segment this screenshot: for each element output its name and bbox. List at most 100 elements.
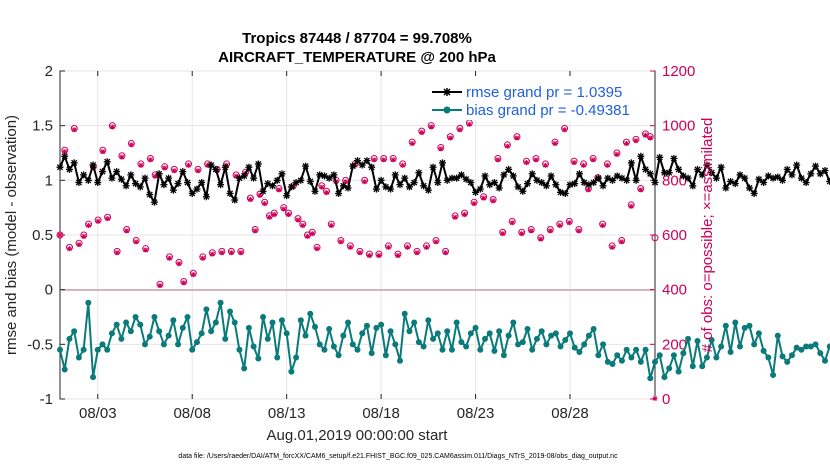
- obs-assimilated-stroke: [252, 228, 258, 234]
- bias-point: [146, 333, 153, 340]
- rmse-point: [552, 181, 560, 189]
- rmse-marker-stroke: [330, 171, 337, 178]
- obs-assimilated-point: [228, 250, 234, 256]
- rmse-point: [344, 184, 352, 192]
- rmse-marker-stroke: [505, 166, 512, 173]
- obs-assimilated-stroke: [129, 142, 134, 148]
- obs-assimilated-stroke: [276, 187, 282, 193]
- rmse-marker-stroke: [807, 170, 814, 177]
- rmse-marker-stroke: [344, 184, 352, 192]
- obs-assimilated-point: [143, 247, 149, 253]
- x-axis-label: Aug.01,2019 00:00:00 start: [267, 427, 449, 444]
- rmse-marker-stroke: [302, 163, 309, 170]
- obs-assimilated-point: [538, 236, 544, 242]
- bias-point: [321, 346, 328, 353]
- rmse-marker-stroke: [689, 182, 696, 189]
- rmse-point: [656, 153, 664, 161]
- obs-assimilated-stroke: [195, 168, 201, 174]
- obs-assimilated-point: [638, 187, 644, 193]
- rmse-point: [448, 174, 456, 182]
- obs-assimilated-point: [557, 222, 563, 228]
- obs-assimilated-point: [171, 168, 177, 174]
- obs-assimilated-stroke: [233, 173, 239, 179]
- bias-point: [406, 328, 413, 335]
- rmse-marker-stroke: [533, 177, 541, 184]
- bias-point: [571, 344, 578, 351]
- rmse-point: [571, 180, 579, 188]
- bias-point: [175, 341, 182, 348]
- rmse-point: [316, 171, 324, 179]
- rmse-marker-stroke: [722, 184, 729, 192]
- rmse-point: [745, 184, 753, 192]
- y2-tick-label: 1200: [662, 63, 695, 80]
- obs-assimilated-point: [347, 244, 353, 250]
- bias-point: [623, 346, 630, 353]
- bias-point: [368, 350, 375, 357]
- rmse-marker-stroke: [472, 189, 479, 196]
- rmse-marker-stroke: [642, 166, 649, 173]
- rmse-point: [717, 163, 725, 171]
- bias-point: [689, 363, 696, 370]
- rmse-point: [122, 182, 130, 190]
- rmse-marker-stroke: [406, 183, 413, 190]
- obs-assimilated-point: [376, 253, 382, 258]
- rmse-point: [410, 179, 418, 187]
- rmse-marker-stroke: [231, 196, 238, 204]
- rmse-marker-stroke: [75, 179, 82, 186]
- bias-point: [491, 347, 498, 354]
- obs-assimilated-stroke: [424, 244, 429, 250]
- rmse-point: [542, 182, 550, 190]
- rmse-point: [547, 172, 555, 180]
- rmse-point: [453, 174, 461, 182]
- bias-point: [585, 332, 592, 339]
- obs-assimilated-stroke: [81, 234, 87, 239]
- rmse-marker-stroke: [514, 183, 522, 190]
- obs-assimilated-stroke: [267, 214, 272, 220]
- obs-assimilated-stroke: [343, 179, 348, 185]
- rmse-marker-stroke: [817, 170, 824, 177]
- rmse-point: [514, 183, 522, 191]
- rmse-marker-stroke: [208, 161, 215, 169]
- obs-assimilated-stroke: [652, 396, 658, 401]
- obs-assimilated-stroke: [219, 250, 225, 256]
- obs-assimilated-point: [176, 261, 182, 267]
- rmse-point: [61, 152, 69, 160]
- rmse-marker-stroke: [458, 171, 465, 178]
- bias-point: [439, 346, 446, 353]
- rmse-point: [689, 182, 697, 190]
- obs-assimilated-point: [462, 212, 468, 217]
- rmse-marker-stroke: [651, 179, 659, 186]
- obs-assimilated-point: [257, 192, 263, 198]
- rmse-point: [70, 159, 78, 167]
- rmse-point: [462, 175, 470, 183]
- rmse-point: [750, 189, 758, 197]
- rmse-point: [84, 176, 92, 184]
- rmse-marker-stroke: [335, 190, 342, 197]
- obs-assimilated-stroke: [143, 247, 149, 253]
- obs-assimilated-point: [504, 143, 510, 149]
- obs-assimilated-stroke: [71, 127, 77, 133]
- rmse-point: [741, 174, 749, 182]
- rmse-marker-stroke: [222, 164, 229, 171]
- obs-assimilated-point: [105, 216, 111, 222]
- bias-point: [94, 346, 101, 353]
- data-file-footnote: data file: /Users/raeder/DAI/ATM_forcXX/…: [178, 453, 618, 460]
- rmse-marker-stroke: [666, 169, 673, 176]
- bias-point: [793, 344, 800, 351]
- rmse-marker-stroke: [684, 175, 692, 182]
- rmse-point: [99, 168, 106, 176]
- obs-assimilated-stroke: [162, 165, 168, 171]
- obs-assimilated-stroke: [324, 190, 329, 195]
- rmse-point: [311, 187, 319, 195]
- obs-assimilated-stroke: [338, 239, 344, 245]
- obs-assimilated-stroke: [571, 160, 577, 165]
- obs-assimilated-stroke: [238, 250, 244, 256]
- rmse-point: [349, 162, 357, 170]
- obs-assimilated-point: [133, 239, 139, 245]
- obs-assimilated-point: [447, 135, 453, 141]
- rmse-point: [155, 170, 163, 178]
- bias-point: [302, 332, 309, 339]
- chart-subtitle: AIRCRAFT_TEMPERATURE @ 200 hPa: [218, 49, 496, 66]
- rmse-point: [439, 159, 446, 167]
